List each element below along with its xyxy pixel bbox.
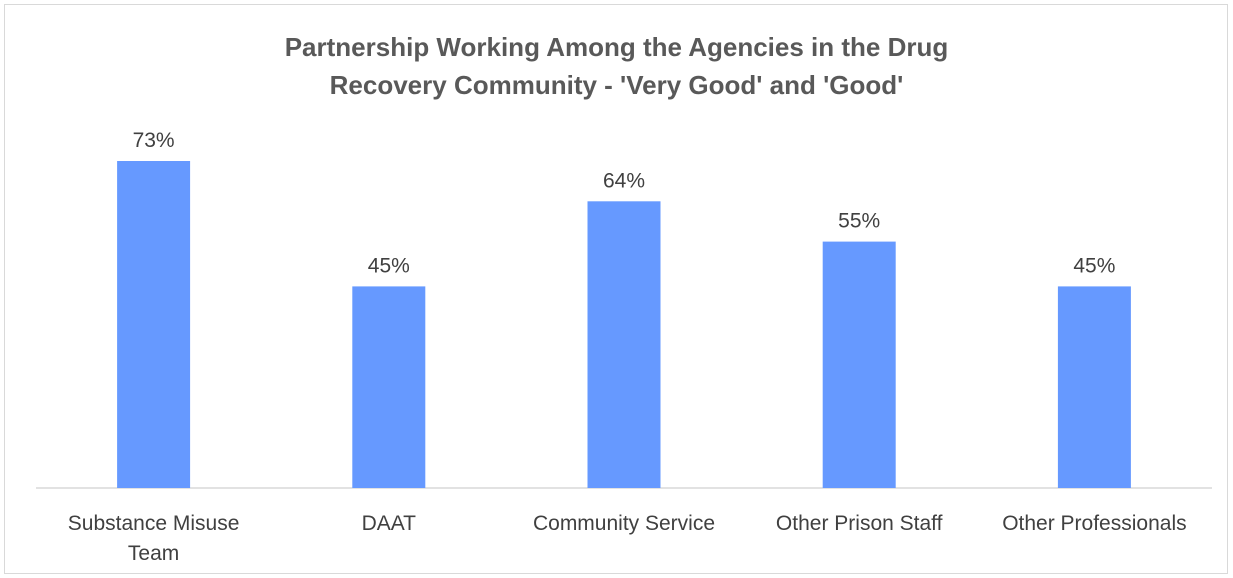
category-label-line: Substance Misuse bbox=[68, 512, 240, 535]
category-label-5: Other Professionals bbox=[1002, 512, 1186, 535]
category-label-line: Other Prison Staff bbox=[776, 512, 943, 535]
category-label-4: Other Prison Staff bbox=[776, 512, 943, 535]
category-label-line: Community Service bbox=[533, 512, 715, 535]
category-label-line: Team bbox=[128, 542, 179, 565]
data-label-4: 55% bbox=[838, 210, 880, 233]
category-label-3: Community Service bbox=[533, 512, 715, 535]
chart-title-line-1: Partnership Working Among the Agencies i… bbox=[284, 32, 949, 62]
bar-1 bbox=[117, 161, 191, 488]
data-label-2: 45% bbox=[368, 254, 410, 277]
data-label-3: 64% bbox=[603, 169, 645, 192]
bar-2 bbox=[352, 286, 426, 488]
bar-3 bbox=[587, 201, 661, 489]
bar-4 bbox=[822, 241, 896, 488]
data-label-5: 45% bbox=[1073, 254, 1115, 277]
category-label-1: Substance Misuse Team bbox=[68, 512, 240, 565]
chart-title-line-2: Recovery Community - 'Very Good' and 'Go… bbox=[329, 70, 904, 100]
data-label-1: 73% bbox=[133, 129, 175, 152]
category-label-2: DAAT bbox=[362, 512, 417, 535]
category-label-line: DAAT bbox=[362, 512, 417, 535]
category-label-line: Other Professionals bbox=[1002, 512, 1186, 535]
bar-5 bbox=[1057, 286, 1131, 488]
chart-title: Partnership Working Among the Agencies i… bbox=[0, 28, 1233, 104]
